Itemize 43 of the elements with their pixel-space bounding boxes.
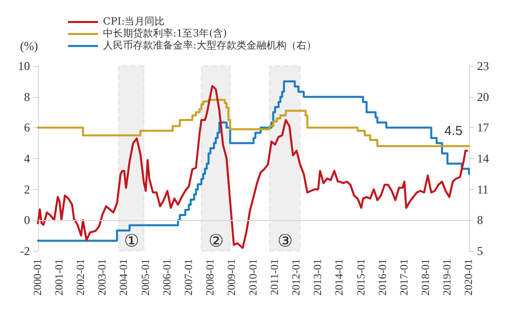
x-tick-label: 2001-01 (54, 259, 66, 296)
y-tick-label: -2 (20, 244, 30, 258)
y-tick-label: 10 (18, 59, 30, 73)
band-label: ① (124, 232, 139, 251)
y2-tick-label: 5 (477, 244, 483, 258)
x-tick-label: 2002-01 (75, 259, 88, 296)
y-tick-label: 2 (24, 182, 30, 196)
x-tick-label: 2005-01 (140, 259, 152, 296)
x-tick-label: 2019-01 (441, 259, 454, 296)
x-tick-label: 2003-01 (96, 259, 109, 296)
x-tick-label: 2013-01 (312, 259, 324, 296)
x-tick-label: 2009-01 (226, 259, 238, 296)
x-tick-label: 2010-01 (248, 259, 260, 296)
y2-tick-label: 23 (477, 59, 489, 73)
band-label: ② (208, 232, 224, 251)
x-tick-label: 2018-01 (420, 259, 432, 296)
y2-tick-label: 11 (477, 182, 489, 196)
x-tick-label: 2008-01 (204, 259, 216, 296)
x-tick-label: 2011-01 (269, 259, 282, 296)
y2-tick-label: 20 (477, 90, 489, 104)
y-tick-label: 6 (24, 120, 30, 135)
x-tick-label: 2004-01 (118, 259, 130, 296)
y2-tick-label: 8 (477, 213, 483, 228)
x-tick-label: 2016-01 (376, 259, 389, 296)
legend-label: 中长期贷款利率:1至3年(含) (103, 28, 227, 40)
x-tick-label: 2006-01 (161, 259, 174, 296)
x-tick-label: 2015-01 (355, 259, 368, 296)
x-tick-label: 2017-01 (398, 259, 410, 296)
x-tick-label: 2014-01 (334, 259, 346, 296)
annotation: 4.5 (444, 122, 462, 138)
x-tick-label: 2007-01 (182, 259, 195, 296)
x-tick-label: 2020-01 (463, 259, 475, 296)
y-tick-label: 4 (24, 152, 30, 166)
legend-label: 人民币存款准备金率:大型存款类金融机构（右） (103, 40, 316, 52)
x-tick-label: 2000-01 (32, 259, 44, 296)
y2-tick-label: 17 (477, 120, 489, 135)
legend-label: CPI:当月同比 (103, 16, 165, 28)
x-tick-label: 2012-01 (290, 259, 303, 296)
y-tick-label: 8 (24, 90, 30, 104)
band-label: ③ (277, 232, 292, 251)
y2-tick-label: 14 (477, 152, 489, 166)
y-tick-label: 0 (24, 213, 30, 228)
y-axis-title: (%) (20, 39, 38, 53)
